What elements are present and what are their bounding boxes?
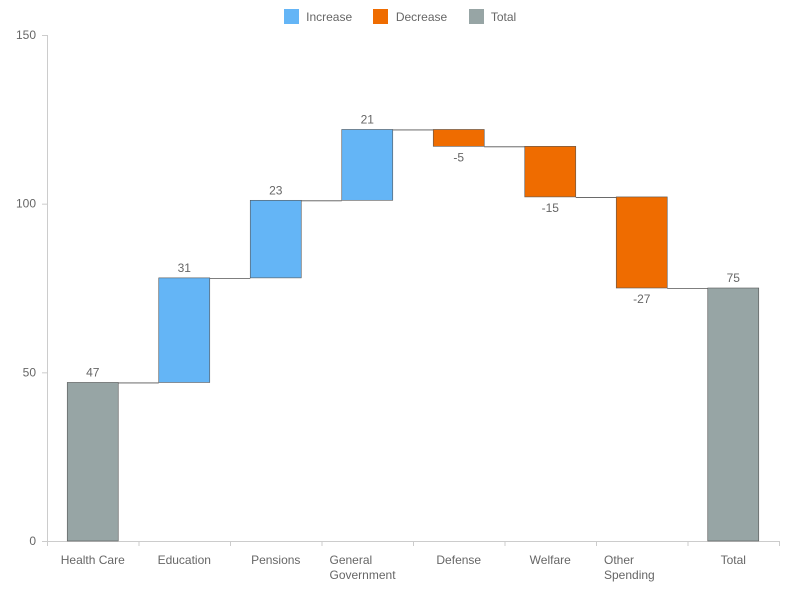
x-tick-label: Total [721, 553, 746, 567]
bar-increase [249, 199, 302, 279]
bar-decrease [524, 146, 577, 198]
data-label: 31 [178, 261, 192, 275]
data-label: 23 [269, 183, 283, 197]
x-tick-label: Spending [604, 568, 655, 582]
x-tick-label: General [330, 553, 373, 567]
chart-legend: Increase Decrease Total [0, 9, 800, 25]
y-tick-label: 150 [16, 28, 36, 42]
x-tick-label: Education [158, 553, 211, 567]
legend-label-decrease: Decrease [395, 9, 448, 24]
x-tick-label: Welfare [530, 553, 571, 567]
legend-swatch-total [468, 9, 484, 25]
legend-label-increase: Increase [306, 9, 353, 24]
x-tick-label: Government [330, 568, 397, 582]
y-tick-label: 0 [29, 534, 36, 548]
chart-connectors [118, 129, 708, 384]
legend-swatch-decrease [373, 9, 389, 25]
y-tick-label: 50 [23, 365, 37, 379]
chart-bars [66, 129, 760, 542]
bar-increase [341, 129, 394, 201]
bar-decrease [615, 196, 668, 289]
legend-item-increase[interactable]: Increase [283, 9, 353, 25]
y-tick-label: 100 [16, 197, 36, 211]
x-tick-label: Pensions [251, 553, 300, 567]
legend-swatch-increase [283, 9, 299, 25]
bar-total [66, 382, 119, 542]
data-label: 75 [727, 271, 741, 285]
x-tick-label: Health Care [61, 553, 125, 567]
chart-axes: 0 50 100 150 Health Care Education Pensions Gen… [16, 28, 780, 582]
legend-label-total: Total [490, 9, 517, 24]
data-label: -27 [633, 292, 651, 306]
bar-total [707, 287, 760, 542]
data-label: -5 [453, 150, 464, 164]
data-label: -15 [542, 201, 560, 215]
legend-item-total[interactable]: Total [468, 9, 517, 25]
data-label: 47 [86, 365, 100, 379]
bar-increase [158, 277, 211, 383]
data-label: 21 [361, 112, 375, 126]
bar-decrease [432, 129, 485, 147]
x-tick-label: Defense [436, 553, 481, 567]
x-tick-label: Other [604, 553, 634, 567]
chart-data-labels: 47 31 23 21 -5 -15 -27 75 [86, 112, 740, 379]
legend-item-decrease[interactable]: Decrease [373, 9, 448, 25]
